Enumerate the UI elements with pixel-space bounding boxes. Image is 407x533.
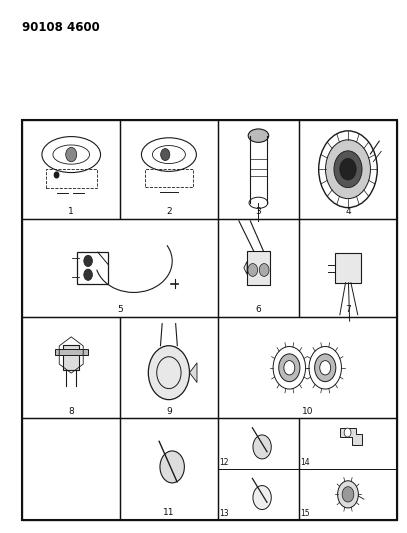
Circle shape (259, 263, 269, 276)
Text: 9: 9 (166, 407, 172, 416)
Text: 5: 5 (117, 305, 123, 314)
Text: 2: 2 (166, 207, 172, 216)
Polygon shape (55, 349, 88, 355)
Text: 12: 12 (219, 458, 229, 467)
Circle shape (338, 481, 358, 508)
Text: 90108 4600: 90108 4600 (22, 21, 100, 34)
Circle shape (340, 158, 356, 180)
Circle shape (55, 172, 59, 178)
Text: 4: 4 (345, 207, 351, 216)
Text: 8: 8 (68, 407, 74, 416)
Polygon shape (335, 253, 361, 282)
Polygon shape (244, 262, 247, 274)
Circle shape (248, 263, 258, 276)
Circle shape (66, 147, 77, 162)
Circle shape (320, 361, 331, 375)
Circle shape (161, 149, 170, 160)
Circle shape (253, 435, 271, 459)
Circle shape (342, 487, 354, 502)
Text: 10: 10 (302, 407, 313, 416)
Circle shape (284, 361, 295, 375)
Text: 15: 15 (300, 509, 310, 518)
Text: 14: 14 (300, 458, 310, 467)
Circle shape (160, 451, 184, 483)
Text: 1: 1 (68, 207, 74, 216)
Text: 11: 11 (163, 508, 175, 517)
Text: 7: 7 (345, 305, 351, 314)
Text: 3: 3 (256, 207, 261, 216)
Ellipse shape (248, 129, 269, 142)
Polygon shape (247, 251, 270, 285)
Polygon shape (190, 363, 197, 383)
Text: 13: 13 (219, 509, 229, 518)
Circle shape (279, 354, 300, 382)
Circle shape (253, 486, 271, 510)
Circle shape (148, 346, 190, 400)
Circle shape (315, 354, 336, 382)
Text: 6: 6 (256, 305, 261, 314)
Circle shape (334, 151, 362, 188)
Polygon shape (340, 427, 362, 446)
Circle shape (84, 255, 92, 266)
Circle shape (344, 428, 351, 437)
Circle shape (84, 269, 92, 280)
Circle shape (326, 140, 370, 199)
Polygon shape (63, 345, 79, 370)
